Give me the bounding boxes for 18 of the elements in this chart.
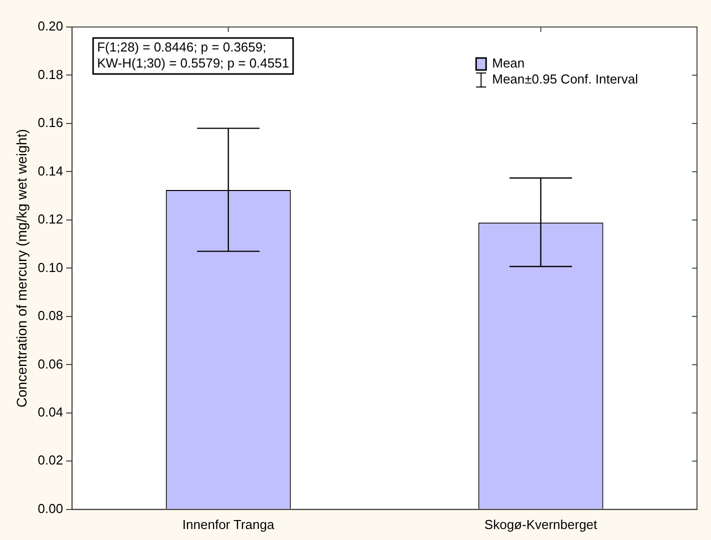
x-tick-label: Innenfor Tranga [182,516,275,532]
y-tick-label: 0.02 [38,452,64,468]
y-tick-label: 0.04 [38,404,64,420]
y-tick-label: 0.10 [38,260,64,275]
y-tick-label: 0.14 [38,163,64,178]
y-tick-label: 0.12 [38,212,64,227]
annotation: Mean±0.95 Conf. Interval [492,72,638,87]
legend-label: Mean [492,56,525,71]
y-tick-label: 0.16 [38,115,64,130]
y-tick-label: 0.06 [38,356,64,372]
y-tick-label: 0.18 [38,66,64,82]
y-tick-label: 0.20 [38,18,64,34]
y-tick-label: 0.08 [38,308,64,324]
x-tick-label: Skogø-Kvernberget [484,516,598,532]
y-axis-title: Concentration of mercury (mg/kg wet weight) [13,128,30,408]
annotation: KW-H(1;30) = 0.5579; p = 0.4551 [97,56,290,71]
y-tick-label: 0.00 [38,500,64,516]
annotation: F(1;28) = 0.8446; p = 0.3659; [97,40,266,55]
